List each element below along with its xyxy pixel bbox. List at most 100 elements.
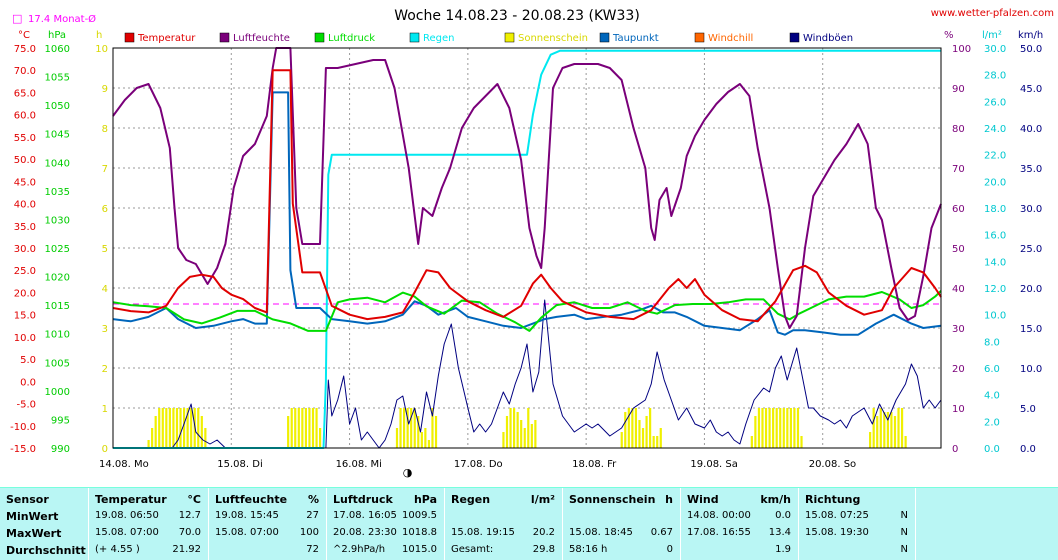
sunshine-bar xyxy=(179,408,182,448)
day-label: 15.08. Di xyxy=(217,459,262,470)
h-tick-label: 2 xyxy=(102,364,108,375)
chart-title: Woche 14.08.23 - 20.08.23 (KW33) xyxy=(394,8,640,24)
stats-column-unit: l/m² xyxy=(530,493,555,506)
sunshine-bar xyxy=(620,432,623,448)
stats-cell-value: 1.9 xyxy=(775,544,791,555)
sunshine-bar xyxy=(406,408,409,448)
sunshine-bar xyxy=(782,408,785,448)
plot-frame xyxy=(112,47,942,449)
h-tick-label: 0 xyxy=(102,444,108,455)
sunshine-bar xyxy=(638,420,641,448)
sunshine-bar xyxy=(434,416,438,448)
sunshine-bar xyxy=(424,428,427,448)
stats-column-header: Temperatur xyxy=(95,493,167,506)
rain-tick-label: 28.0 xyxy=(984,71,1006,82)
sunshine-bar xyxy=(641,428,645,448)
legend-label: Luftfeuchte xyxy=(233,33,290,44)
hpa-tick-label: 1000 xyxy=(45,387,70,398)
rain-tick-label: 18.0 xyxy=(984,204,1006,215)
stats-column-header: Luftfeuchte xyxy=(215,493,288,506)
rain-tick-label: 26.0 xyxy=(984,97,1006,108)
sunshine-bar xyxy=(786,408,789,448)
stats-row-label: Durchschnitt xyxy=(6,544,86,557)
hpa-tick-label: 1015 xyxy=(45,301,70,312)
temp-tick-label: 10.0 xyxy=(14,333,36,344)
sunshine-bar xyxy=(523,428,526,448)
legend-swatch xyxy=(409,32,420,43)
temp-tick-label: 35.0 xyxy=(14,222,36,233)
hpa-tick-label: 995 xyxy=(51,415,70,426)
stats-row-label: MaxWert xyxy=(6,527,62,540)
rain-tick-label: 8.0 xyxy=(984,337,1000,348)
legend-label: Windböen xyxy=(803,33,853,44)
sunshine-bar xyxy=(161,408,164,448)
sunshine-bar xyxy=(890,412,893,448)
sunshine-bar xyxy=(904,436,907,448)
hpa-tick-label: 1040 xyxy=(45,158,70,169)
hpa-tick-label: 1060 xyxy=(45,44,70,55)
sunshine-bar xyxy=(290,408,293,448)
wind-tick-label: 15.0 xyxy=(1020,324,1042,335)
rain-tick-label: 12.0 xyxy=(984,284,1006,295)
legend-label: Windchill xyxy=(708,33,753,44)
temp-tick-label: 5.0 xyxy=(20,355,36,366)
hpa-tick-label: 990 xyxy=(51,444,70,455)
rain-line xyxy=(113,49,941,449)
stats-cell-value: 70.0 xyxy=(178,527,201,538)
sunshine-bar xyxy=(754,416,757,448)
sunshine-bar xyxy=(893,416,897,448)
hpa-tick-label: 1030 xyxy=(45,215,70,226)
sunshine-bar xyxy=(190,408,193,448)
hpa-tick-label: 1010 xyxy=(45,330,70,341)
legend-swatch xyxy=(694,32,705,43)
stats-column: Temperatur °C 19.08. 06:50 12.7 15.08. 07:00… xyxy=(88,488,209,560)
temperature-line xyxy=(112,69,942,323)
sunshine-bar xyxy=(502,432,505,448)
h-tick-label: 8 xyxy=(102,124,108,135)
stats-cell-value: 0.0 xyxy=(775,510,791,521)
sunshine-bar xyxy=(800,436,803,448)
temp-tick-label: 55.0 xyxy=(14,133,36,144)
sunshine-bar xyxy=(287,416,290,448)
moon-phase-icon: ◑ xyxy=(403,466,413,479)
stats-column-unit: h xyxy=(665,493,673,506)
sunshine-bar xyxy=(772,408,775,448)
stats-cell-time: 19.08. 06:50 xyxy=(95,510,159,521)
sunshine-bar xyxy=(410,408,413,448)
sunshine-bar xyxy=(301,408,304,448)
sunshine-bar xyxy=(402,408,406,448)
stats-cell-value: 20.2 xyxy=(532,527,555,538)
stats-cell-time: 15.08. 07:00 xyxy=(215,527,279,538)
sunshine-bar xyxy=(793,408,796,448)
stats-cell-time: 19.08. 15:45 xyxy=(215,510,279,521)
sunshine-bar xyxy=(631,408,634,448)
legend-swatch xyxy=(504,32,515,43)
sunshine-bar xyxy=(427,440,431,448)
sunshine-bar xyxy=(154,416,157,448)
unit-hpa: hPa xyxy=(48,30,66,41)
stats-cell-time: 14.08. 00:00 xyxy=(687,510,751,521)
site-url[interactable]: www.wetter-pfalzen.com xyxy=(931,8,1054,19)
stats-cell-value: N xyxy=(900,544,908,555)
temp-tick-label: 70.0 xyxy=(14,66,36,77)
pct-tick-label: 0 xyxy=(952,444,958,455)
sunshine-bar xyxy=(197,408,200,448)
stats-cell-time: Gesamt: xyxy=(451,544,494,555)
rain-tick-label: 20.0 xyxy=(984,177,1006,188)
legend-label: Taupunkt xyxy=(612,33,659,44)
h-tick-label: 1 xyxy=(102,404,108,415)
sunshine-bar xyxy=(761,408,764,448)
legend-swatch xyxy=(789,32,800,43)
sunshine-bar xyxy=(204,428,207,448)
legend-swatch xyxy=(314,32,325,43)
temp-tick-label: 50.0 xyxy=(14,155,36,166)
hpa-tick-label: 1050 xyxy=(45,101,70,112)
sunshine-bar xyxy=(900,408,904,448)
sunshine-bar xyxy=(311,408,315,448)
stats-cell-value: 12.7 xyxy=(178,510,201,521)
rain-tick-label: 0.0 xyxy=(984,444,1000,455)
temp-tick-label: 45.0 xyxy=(14,177,36,188)
sunshine-bar xyxy=(395,428,399,448)
stats-cell-time: 58:16 h xyxy=(569,544,608,555)
pct-tick-label: 30 xyxy=(952,324,965,335)
